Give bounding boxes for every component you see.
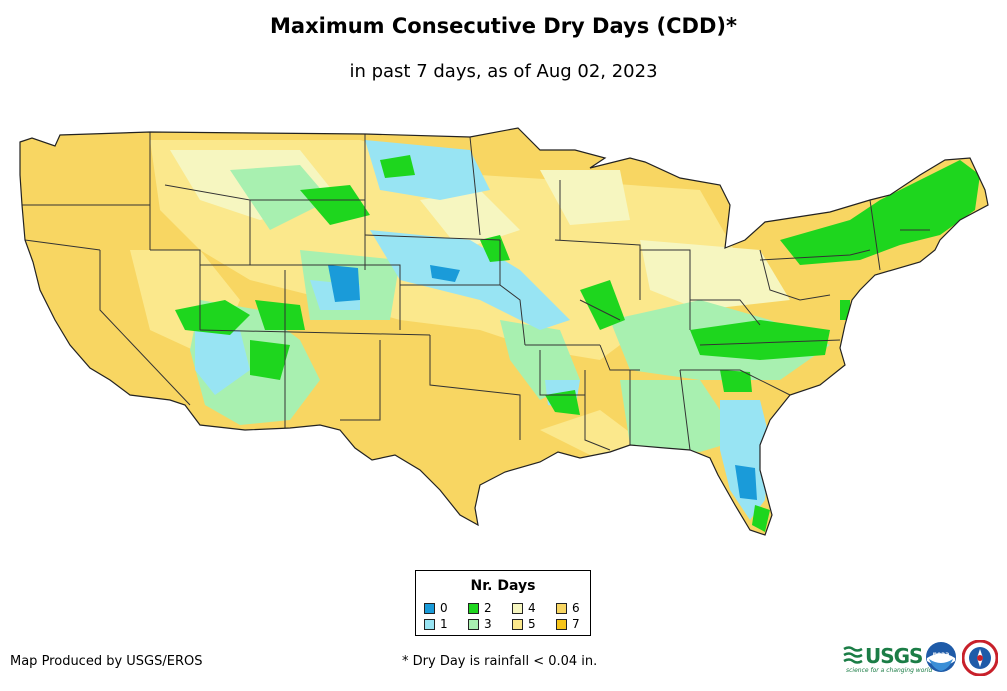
region-2days (545, 390, 580, 415)
legend-label: 5 (528, 617, 536, 631)
map-credit: Map Produced by USGS/EROS (10, 654, 203, 669)
legend-label: 3 (484, 617, 492, 631)
legend-item: 2 (468, 601, 492, 615)
legend-item: 4 (512, 601, 536, 615)
noaa-logo-icon: noaa (926, 642, 956, 672)
legend-title: Nr. Days (470, 578, 536, 594)
region-2days (480, 235, 510, 262)
legend-swatch (424, 619, 435, 630)
usgs-tagline: science for a changing world (846, 667, 933, 674)
region-3days (620, 380, 740, 452)
region-2days (255, 300, 305, 330)
region-1day (720, 400, 770, 520)
legend-item: 7 (556, 617, 580, 631)
region-2days (580, 280, 625, 330)
region-0days (735, 465, 757, 500)
region-3days (230, 165, 330, 230)
legend-label: 0 (440, 601, 448, 615)
region-2days (300, 185, 370, 225)
region-2days (380, 155, 415, 178)
region-1day (370, 230, 570, 330)
region-2days (690, 320, 830, 360)
region-1day (365, 140, 490, 200)
region-0days (328, 265, 360, 302)
legend-label: 4 (528, 601, 536, 615)
state-borders (22, 132, 930, 451)
region-2days (752, 505, 770, 532)
legend-label: 7 (572, 617, 580, 631)
legend-swatch (468, 619, 479, 630)
map-title: Maximum Consecutive Dry Days (CDD)* (270, 14, 737, 38)
usgs-logo: USGS (843, 643, 923, 669)
legend-item: 3 (468, 617, 492, 631)
region-2days (840, 300, 850, 320)
region-2days (250, 340, 290, 380)
region-2days (720, 370, 752, 392)
legend-label: 1 (440, 617, 448, 631)
usgs-wordmark: USGS (865, 644, 923, 668)
legend-item: 0 (424, 601, 448, 615)
region-5days (540, 410, 640, 460)
region-4days (540, 170, 630, 225)
legend-item: 5 (512, 617, 536, 631)
legend-swatch (512, 619, 523, 630)
map-subtitle: in past 7 days, as of Aug 02, 2023 (349, 61, 658, 82)
legend-label: 2 (484, 601, 492, 615)
nws-logo-icon (962, 640, 998, 676)
legend: Nr. Days 0 1 2 3 4 5 6 7 (415, 570, 591, 636)
region-4days (420, 190, 520, 250)
legend-swatch (512, 603, 523, 614)
legend-item: 6 (556, 601, 580, 615)
usgs-wave-icon (843, 646, 863, 664)
region-4days (640, 240, 790, 310)
dry-day-footnote: * Dry Day is rainfall < 0.04 in. (402, 654, 598, 669)
legend-label: 6 (572, 601, 580, 615)
region-2days (175, 300, 250, 335)
legend-item: 1 (424, 617, 448, 631)
legend-swatch (556, 603, 567, 614)
legend-swatch (468, 603, 479, 614)
noaa-wordmark: noaa (933, 651, 950, 658)
cdd-raster (130, 140, 980, 532)
legend-swatch (556, 619, 567, 630)
region-0days (430, 265, 460, 282)
region-1day (195, 330, 250, 395)
region-2days (780, 160, 980, 265)
legend-swatch (424, 603, 435, 614)
